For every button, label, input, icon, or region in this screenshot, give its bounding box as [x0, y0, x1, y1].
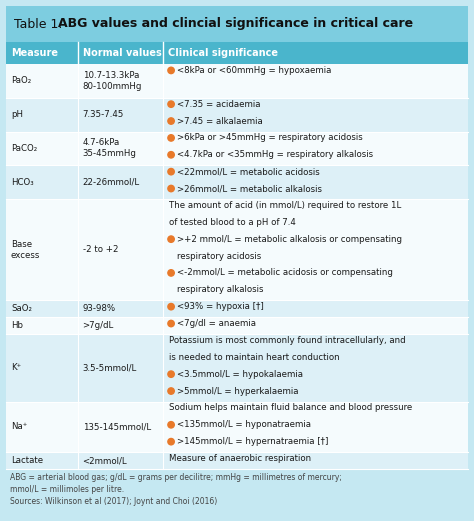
Text: 7.35-7.45: 7.35-7.45 — [82, 110, 124, 119]
Text: Base
excess: Base excess — [11, 240, 40, 259]
Text: 3.5-5mmol/L: 3.5-5mmol/L — [82, 363, 137, 372]
Circle shape — [168, 185, 174, 192]
Bar — [6, 6, 468, 42]
Text: >6kPa or >45mmHg = respiratory acidosis: >6kPa or >45mmHg = respiratory acidosis — [177, 133, 363, 142]
Text: HCO₃: HCO₃ — [11, 178, 34, 187]
Text: >7.45 = alkalaemia: >7.45 = alkalaemia — [177, 117, 263, 126]
Circle shape — [168, 439, 174, 445]
Text: Normal values: Normal values — [82, 48, 161, 58]
Circle shape — [168, 320, 174, 327]
Text: Clinical significance: Clinical significance — [168, 48, 278, 58]
Circle shape — [168, 101, 174, 107]
Text: mmol/L = millimoles per litre.: mmol/L = millimoles per litre. — [10, 485, 124, 494]
Circle shape — [168, 270, 174, 276]
Text: <2mmol/L: <2mmol/L — [82, 456, 127, 465]
Text: <22mmol/L = metabolic acidosis: <22mmol/L = metabolic acidosis — [177, 167, 320, 176]
Text: pH: pH — [11, 110, 23, 119]
Text: Potassium is most commonly found intracellularly, and: Potassium is most commonly found intrace… — [169, 336, 406, 345]
Text: <8kPa or <60mmHg = hypoxaemia: <8kPa or <60mmHg = hypoxaemia — [177, 66, 331, 75]
Text: <7.35 = acidaemia: <7.35 = acidaemia — [177, 100, 261, 109]
Circle shape — [168, 371, 174, 377]
Text: -2 to +2: -2 to +2 — [82, 245, 118, 254]
Text: PaCO₂: PaCO₂ — [11, 144, 37, 153]
Text: The amount of acid (in mmol/L) required to restore 1L: The amount of acid (in mmol/L) required … — [169, 201, 401, 210]
Text: >5mmol/L = hyperkalaemia: >5mmol/L = hyperkalaemia — [177, 387, 299, 395]
Text: 22-26mmol/L: 22-26mmol/L — [82, 178, 140, 187]
Text: Measure of anaerobic respiration: Measure of anaerobic respiration — [169, 454, 311, 463]
Circle shape — [168, 236, 174, 242]
Bar — [6, 98, 468, 131]
Text: 10.7-13.3kPa
80-100mmHg: 10.7-13.3kPa 80-100mmHg — [82, 71, 142, 91]
Bar — [6, 300, 468, 317]
Text: Lactate: Lactate — [11, 456, 43, 465]
Circle shape — [168, 67, 174, 73]
Text: <135mmol/L = hyponatraemia: <135mmol/L = hyponatraemia — [177, 420, 311, 429]
Text: SaO₂: SaO₂ — [11, 304, 32, 313]
Text: 93-98%: 93-98% — [82, 304, 116, 313]
Text: Table 1.: Table 1. — [14, 18, 66, 31]
Text: 135-145mmol/L: 135-145mmol/L — [82, 423, 151, 431]
Text: ABG values and clincial significance in critical care: ABG values and clincial significance in … — [58, 18, 413, 31]
Text: <3.5mmol/L = hypokalaemia: <3.5mmol/L = hypokalaemia — [177, 370, 303, 379]
Bar — [6, 317, 468, 334]
Circle shape — [168, 421, 174, 428]
Text: K⁺: K⁺ — [11, 363, 21, 372]
Bar — [6, 334, 468, 402]
Text: >7g/dL: >7g/dL — [82, 321, 114, 330]
Bar — [6, 131, 468, 165]
Bar — [6, 199, 468, 300]
Circle shape — [168, 135, 174, 141]
Text: <-2mmol/L = metabolic acidosis or compensating: <-2mmol/L = metabolic acidosis or compen… — [177, 268, 393, 277]
Text: >145mmol/L = hypernatraemia [†]: >145mmol/L = hypernatraemia [†] — [177, 437, 328, 446]
Text: <7g/dl = anaemia: <7g/dl = anaemia — [177, 319, 256, 328]
Circle shape — [168, 388, 174, 394]
Text: >+2 mmol/L = metabolic alkalosis or compensating: >+2 mmol/L = metabolic alkalosis or comp… — [177, 234, 402, 244]
Text: is needed to maintain heart conduction: is needed to maintain heart conduction — [169, 353, 340, 362]
Text: Sources: Wilkinson et al (2017); Joynt and Choi (2016): Sources: Wilkinson et al (2017); Joynt a… — [10, 497, 217, 506]
Text: <93% = hypoxia [†]: <93% = hypoxia [†] — [177, 302, 264, 311]
Circle shape — [168, 118, 174, 124]
Bar — [6, 64, 468, 98]
Circle shape — [168, 152, 174, 158]
Text: respiratory alkalosis: respiratory alkalosis — [177, 286, 264, 294]
Text: Sodium helps maintain fluid balance and blood pressure: Sodium helps maintain fluid balance and … — [169, 403, 412, 413]
Text: of tested blood to a pH of 7.4: of tested blood to a pH of 7.4 — [169, 218, 296, 227]
Text: Na⁺: Na⁺ — [11, 423, 27, 431]
Text: >26mmol/L = metabolic alkalosis: >26mmol/L = metabolic alkalosis — [177, 184, 322, 193]
Circle shape — [168, 303, 174, 310]
Text: Measure: Measure — [11, 48, 58, 58]
Text: ABG = arterial blood gas; g/dL = grams per decilitre; mmHg = millimetres of merc: ABG = arterial blood gas; g/dL = grams p… — [10, 473, 342, 482]
Text: <4.7kPa or <35mmHg = respiratory alkalosis: <4.7kPa or <35mmHg = respiratory alkalos… — [177, 150, 373, 159]
Bar — [6, 402, 468, 452]
Bar — [6, 42, 468, 64]
Text: Hb: Hb — [11, 321, 23, 330]
Bar — [6, 452, 468, 469]
Circle shape — [168, 168, 174, 175]
Bar — [6, 165, 468, 199]
Text: PaO₂: PaO₂ — [11, 77, 31, 85]
Text: 4.7-6kPa
35-45mmHg: 4.7-6kPa 35-45mmHg — [82, 138, 137, 158]
Text: respiratory acidosis: respiratory acidosis — [177, 252, 261, 260]
